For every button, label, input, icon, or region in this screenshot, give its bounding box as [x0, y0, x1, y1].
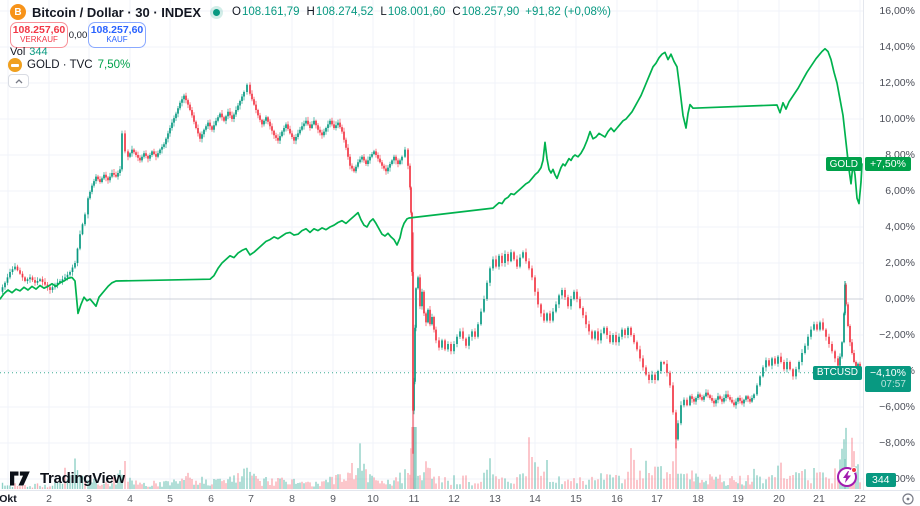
time-axis-label: 11 [408, 493, 420, 505]
bar-countdown: 07:57 [880, 378, 906, 390]
btc-price-badge: −4,10% 07:57 [865, 365, 911, 392]
ohlc-values: O108.161,79 H108.274,52 L108.001,60 C108… [232, 6, 520, 18]
time-axis-label: 18 [692, 493, 704, 505]
gold-series-flag: GOLD [825, 157, 862, 171]
time-axis-label: 7 [248, 493, 254, 505]
boost-button[interactable] [837, 467, 857, 487]
btc-series-flag: BTCUSD [812, 365, 862, 380]
sell-price: 108.257,60 [12, 23, 66, 36]
collapse-legend-button[interactable] [8, 74, 29, 88]
time-axis-label: Okt [0, 493, 17, 505]
time-axis-label: 21 [813, 493, 825, 505]
compare-legend[interactable]: GOLD · TVC 7,50% [8, 58, 130, 72]
time-axis-label: 14 [529, 493, 541, 505]
price-axis-label: −2,00% [879, 328, 915, 341]
time-axis-label: 4 [127, 493, 133, 505]
time-axis-label: 9 [330, 493, 336, 505]
close-value: 108.257,90 [461, 6, 520, 18]
time-axis[interactable]: Okt 2 3 4 5 6 7 8 9 10 11 12 13 14 15 16 17 18 19 20 21 22 [0, 490, 920, 506]
compare-change: 7,50% [97, 59, 131, 71]
tradingview-logo[interactable]: TradingView [10, 470, 125, 487]
time-axis-label: 2 [46, 493, 52, 505]
compare-symbol: GOLD · TVC [27, 59, 93, 71]
market-status-icon [213, 8, 221, 16]
change-value: +91,82 (+0,08%) [525, 6, 611, 18]
time-axis-label: 15 [570, 493, 582, 505]
volume-value: 344 [29, 46, 48, 58]
price-axis-label: 16,00% [879, 4, 915, 17]
symbol-title[interactable]: Bitcoin / Dollar · 30 · INDEX [32, 4, 202, 20]
time-axis-label: 22 [854, 493, 866, 505]
tradingview-mark-icon [10, 471, 30, 486]
time-axis-label: 3 [86, 493, 92, 505]
bitcoin-icon: B [10, 4, 26, 20]
trade-buttons: 108.257,60 VERKAUF 0,00 108.257,60 KAUF [10, 22, 146, 48]
price-axis-label: 6,00% [885, 184, 915, 197]
sell-button[interactable]: 108.257,60 VERKAUF [10, 22, 68, 48]
high-value: 108.274,52 [315, 6, 374, 18]
time-axis-label: 19 [732, 493, 744, 505]
gold-icon [8, 58, 22, 72]
price-axis-label: 10,00% [879, 112, 915, 125]
notification-dot [851, 467, 857, 473]
buy-button[interactable]: 108.257,60 KAUF [88, 22, 146, 48]
price-axis[interactable]: 16,00% 14,00% 12,00% 10,00% 8,00% 6,00% 4,00% 2… [863, 0, 920, 490]
time-axis-label: 8 [289, 493, 295, 505]
low-value: 108.001,60 [387, 6, 446, 18]
price-axis-label: −8,00% [879, 436, 915, 449]
price-axis-label: 14,00% [879, 40, 915, 53]
spread-value: 0,00 [68, 29, 88, 41]
time-axis-label: 6 [208, 493, 214, 505]
time-axis-label: 16 [611, 493, 623, 505]
lightning-icon [843, 471, 851, 483]
price-axis-label: 0,00% [885, 292, 915, 305]
time-axis-label: 20 [773, 493, 785, 505]
symbol-legend[interactable]: B Bitcoin / Dollar · 30 · INDEX O108.161… [10, 4, 611, 20]
price-axis-label: 2,00% [885, 256, 915, 269]
time-axis-label: 17 [651, 493, 663, 505]
time-axis-label: 5 [167, 493, 173, 505]
price-axis-label: 12,00% [879, 76, 915, 89]
volume-legend: Vol 344 [10, 46, 48, 58]
gold-price-badge: +7,50% [865, 157, 911, 171]
buy-price: 108.257,60 [90, 23, 144, 36]
time-axis-label: 12 [448, 493, 460, 505]
btc-change-value: −4,10% [870, 366, 906, 379]
price-axis-label: −6,00% [879, 400, 915, 413]
volume-axis-badge: 344 [866, 473, 896, 487]
tradingview-wordmark: TradingView [40, 470, 125, 487]
time-axis-label: 13 [489, 493, 501, 505]
circle-dot-icon[interactable] [902, 493, 914, 505]
price-chart-canvas[interactable] [0, 0, 863, 490]
chevron-up-icon [15, 78, 22, 83]
open-value: 108.161,79 [241, 6, 300, 18]
price-axis-label: 4,00% [885, 220, 915, 233]
time-axis-label: 10 [367, 493, 379, 505]
